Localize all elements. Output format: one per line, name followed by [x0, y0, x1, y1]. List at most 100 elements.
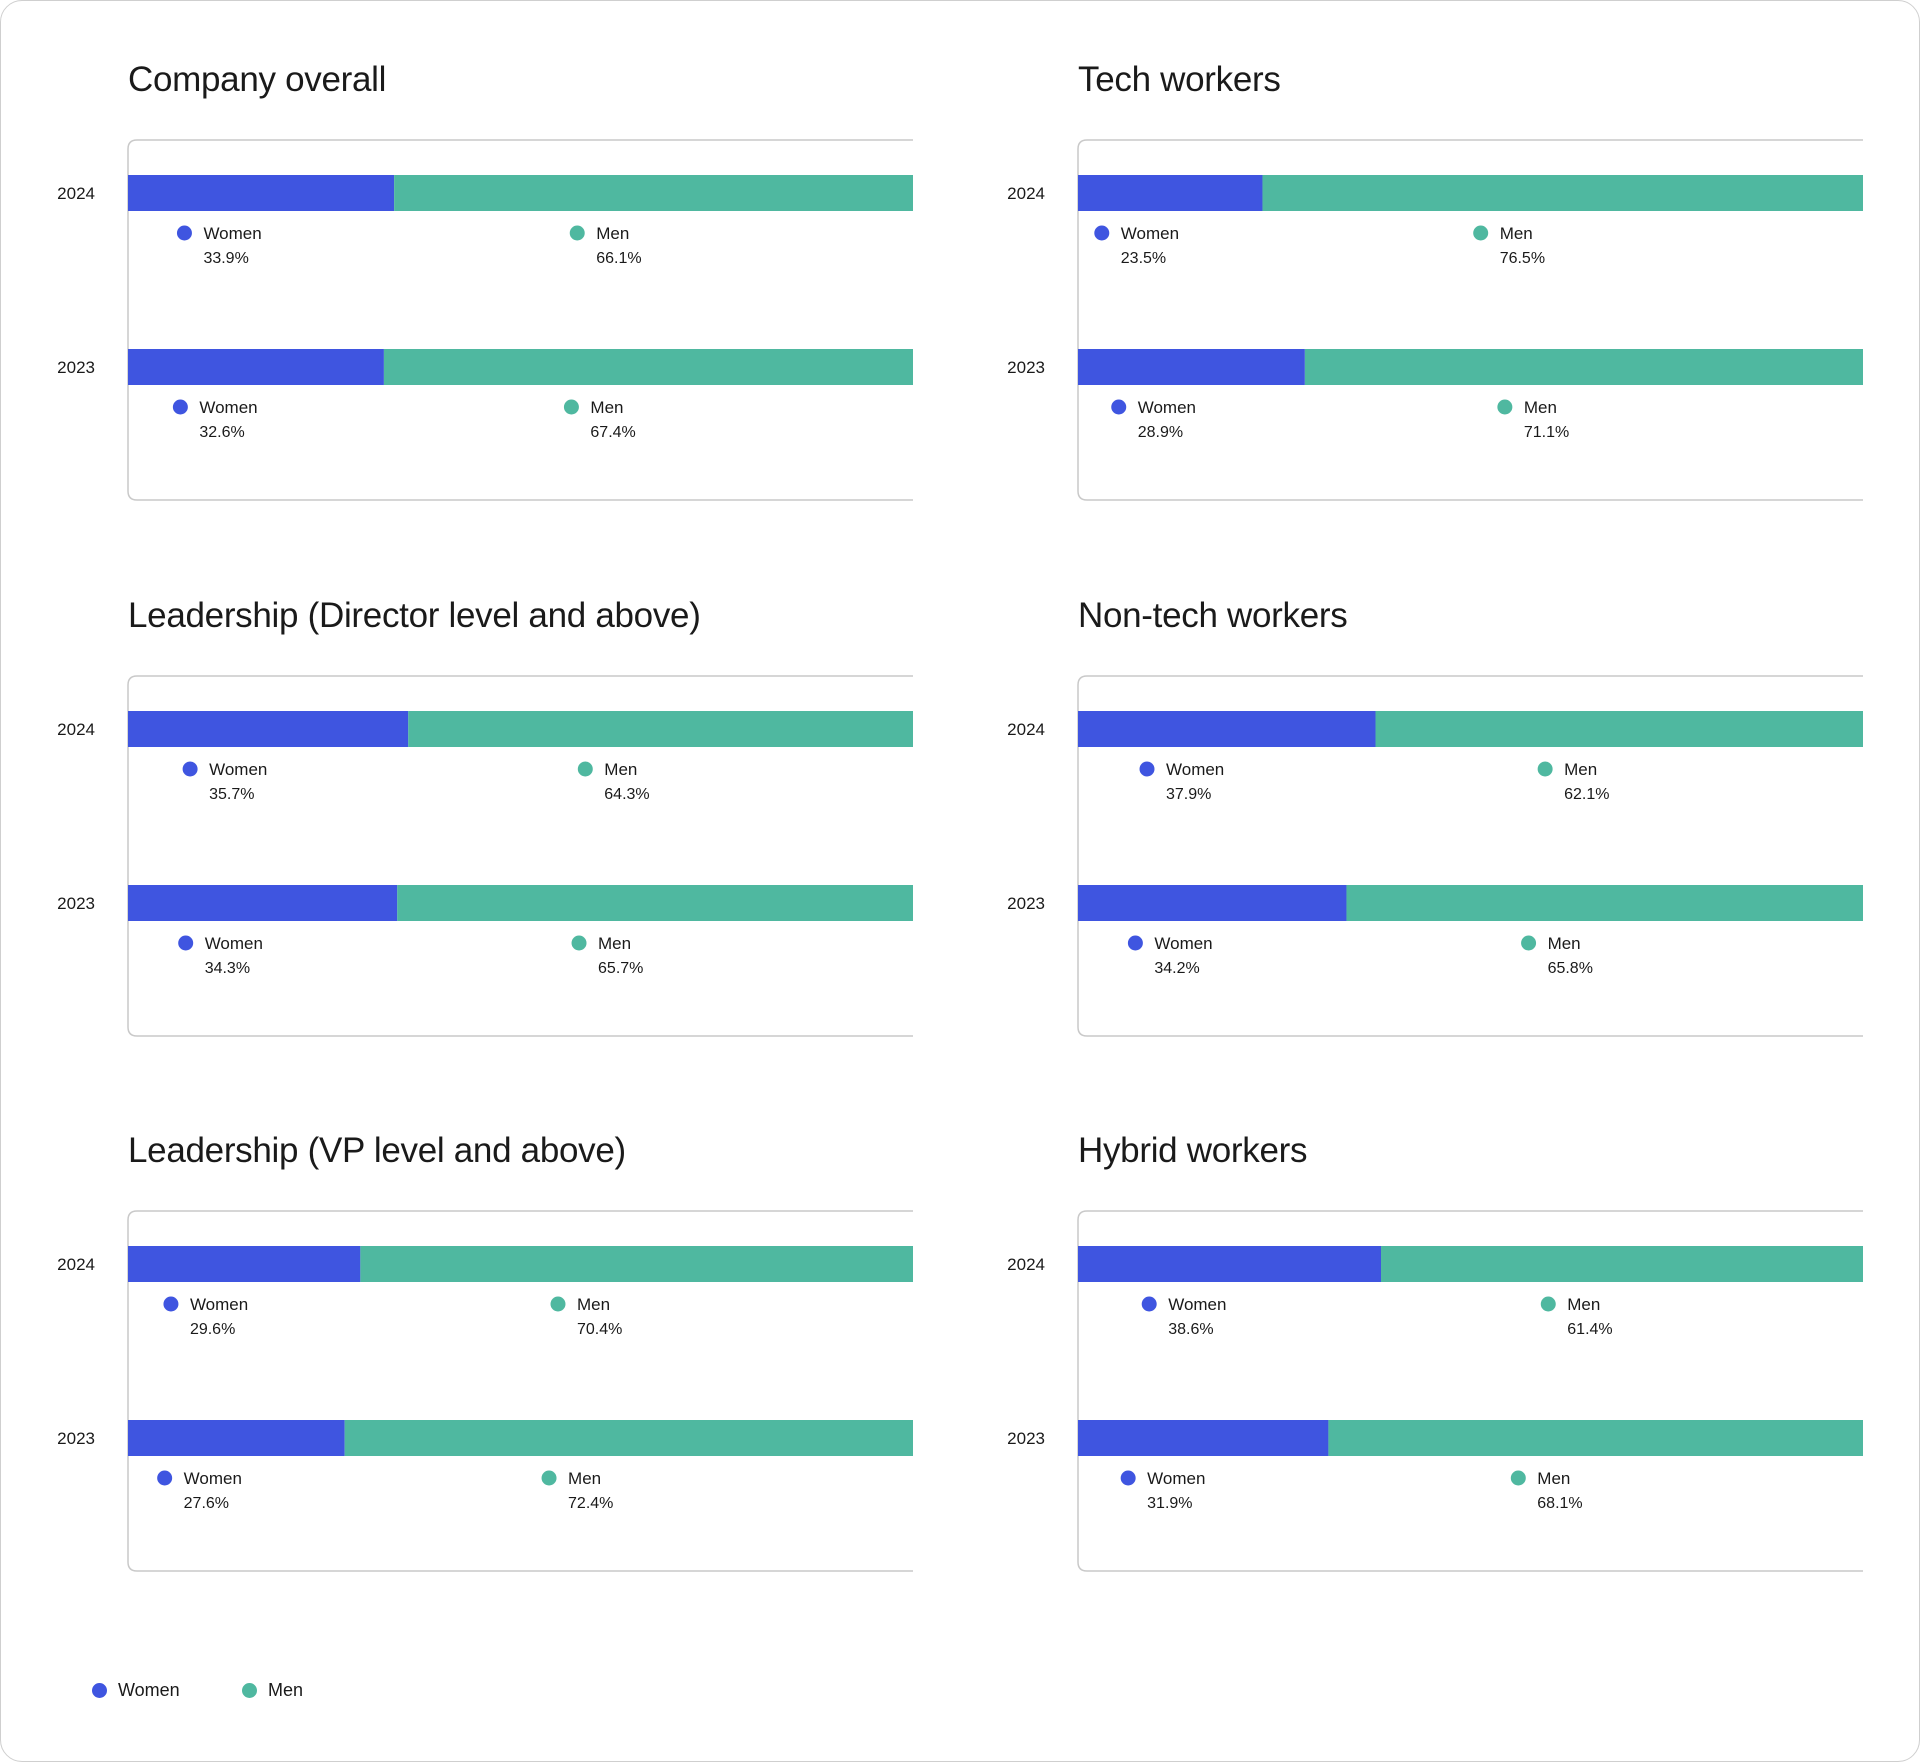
- data-label-series-men: Men: [568, 1469, 601, 1488]
- data-label-dot-men-icon: [550, 1296, 566, 1312]
- bar-men: [1346, 885, 1863, 921]
- category-label: 2023: [1007, 358, 1045, 377]
- chart-svg: 2024 Women 23.5% Men 76.5% 2023 Women 28.9% Men 7…: [1007, 139, 1863, 501]
- data-label-series-men: Men: [1524, 398, 1557, 417]
- chart-title: Non-tech workers: [1078, 596, 1348, 635]
- data-label-dot-men-icon: [1521, 935, 1537, 951]
- data-label-series-men: Men: [604, 760, 637, 779]
- data-label-dot-men-icon: [1540, 1296, 1556, 1312]
- category-label: 2024: [1007, 184, 1045, 203]
- data-label-series-men: Men: [1500, 224, 1533, 243]
- legend-men-dot-icon: [242, 1683, 257, 1698]
- data-label-value-men: 70.4%: [577, 1321, 622, 1338]
- data-label-series-women: Women: [1154, 934, 1212, 953]
- data-label-series-men: Men: [590, 398, 623, 417]
- legend-women-label: Women: [118, 1680, 180, 1700]
- chart-frame: [127, 139, 913, 501]
- chart-title: Tech workers: [1078, 60, 1281, 99]
- data-label-value-women: 32.6%: [199, 424, 244, 441]
- chart-panel: Tech workers 2024 Women 23.5% Men 76.5% 2023 Wo…: [1007, 60, 1920, 530]
- category-label: 2024: [57, 184, 95, 203]
- data-label-series-men: Men: [1537, 1469, 1570, 1488]
- data-label-dot-men-icon: [1473, 225, 1489, 241]
- data-label-dot-women-icon: [176, 225, 192, 241]
- data-label-value-men: 65.7%: [598, 960, 643, 977]
- data-label-value-women: 34.3%: [205, 960, 250, 977]
- data-label-value-women: 34.2%: [1154, 960, 1199, 977]
- data-label-value-men: 71.1%: [1524, 424, 1569, 441]
- data-label-value-women: 38.6%: [1168, 1321, 1213, 1338]
- bar-men: [1375, 711, 1863, 747]
- data-label-value-women: 23.5%: [1121, 250, 1166, 267]
- chart-svg: 2024 Women 29.6% Men 70.4% 2023 Women 27.6% Men 7…: [57, 1210, 913, 1572]
- chart-svg: 2024 Women 38.6% Men 61.4% 2023 Women 31.9% Men 6…: [1007, 1210, 1863, 1572]
- chart-svg: 2024 Women 37.9% Men 62.1% 2023 Women 34.2% Men 6…: [1007, 675, 1863, 1037]
- chart-panel: Company overall 2024 Women 33.9% Men 66.1% 202…: [57, 60, 1028, 530]
- data-label-value-women: 28.9%: [1138, 424, 1183, 441]
- bar-women: [128, 175, 395, 211]
- bar-men: [394, 175, 913, 211]
- bar-men: [1328, 1420, 1863, 1456]
- bar-women: [128, 1420, 345, 1456]
- data-label-value-women: 27.6%: [184, 1495, 229, 1512]
- bar-men: [1381, 1246, 1863, 1282]
- bar-men: [397, 885, 913, 921]
- data-label-dot-men-icon: [571, 935, 587, 951]
- data-label-series-women: Women: [1121, 224, 1179, 243]
- data-label-dot-women-icon: [178, 935, 194, 951]
- chart-frame: [1077, 139, 1863, 501]
- data-label-series-women: Women: [209, 760, 267, 779]
- category-label: 2024: [57, 1255, 95, 1274]
- bar-women: [1078, 885, 1347, 921]
- bar-women: [1078, 1246, 1382, 1282]
- chart-panel: Leadership (VP level and above) 2024 Women…: [57, 1131, 1028, 1601]
- chart-frame: [1077, 1210, 1863, 1572]
- data-label-dot-women-icon: [1120, 1470, 1136, 1486]
- data-label-dot-women-icon: [1111, 399, 1127, 415]
- legend-men-label: Men: [268, 1680, 304, 1700]
- chart-frame: [127, 1210, 913, 1572]
- data-label-series-men: Men: [596, 224, 629, 243]
- category-label: 2023: [57, 358, 95, 377]
- data-label-series-men: Men: [577, 1295, 610, 1314]
- data-label-series-women: Women: [1168, 1295, 1226, 1314]
- data-label-value-men: 72.4%: [568, 1495, 613, 1512]
- chart-panel: Leadership (Director level and above) 202…: [57, 596, 1028, 1066]
- bar-men: [1304, 349, 1863, 385]
- data-label-value-men: 64.3%: [604, 786, 649, 803]
- data-label-dot-men-icon: [1510, 1470, 1526, 1486]
- data-label-value-men: 62.1%: [1564, 786, 1609, 803]
- data-label-dot-women-icon: [1094, 225, 1110, 241]
- data-label-dot-women-icon: [1127, 935, 1143, 951]
- bar-men: [1262, 175, 1863, 211]
- data-label-dot-men-icon: [577, 761, 593, 777]
- data-label-series-men: Men: [1548, 934, 1581, 953]
- data-label-dot-women-icon: [163, 1296, 179, 1312]
- bar-women: [128, 349, 384, 385]
- bar-women: [1078, 175, 1263, 211]
- data-label-series-men: Men: [1564, 760, 1597, 779]
- data-label-series-women: Women: [205, 934, 263, 953]
- data-label-dot-men-icon: [541, 1470, 557, 1486]
- data-label-value-men: 65.8%: [1548, 960, 1593, 977]
- category-label: 2024: [57, 720, 95, 739]
- data-label-dot-women-icon: [1141, 1296, 1157, 1312]
- data-label-series-men: Men: [598, 934, 631, 953]
- data-label-value-men: 61.4%: [1567, 1321, 1612, 1338]
- data-label-dot-men-icon: [569, 225, 585, 241]
- chart-title: Hybrid workers: [1078, 1131, 1308, 1170]
- data-label-series-women: Women: [203, 224, 261, 243]
- chart-svg: 2024 Women 33.9% Men 66.1% 2023 Women 32.6% Men 6…: [57, 139, 913, 501]
- data-label-dot-men-icon: [1537, 761, 1553, 777]
- bar-women: [1078, 1420, 1329, 1456]
- category-label: 2023: [57, 894, 95, 913]
- data-label-value-men: 76.5%: [1500, 250, 1545, 267]
- bar-men: [408, 711, 913, 747]
- data-label-dot-women-icon: [172, 399, 188, 415]
- data-label-series-men: Men: [1567, 1295, 1600, 1314]
- category-label: 2024: [1007, 1255, 1045, 1274]
- legend-item-men: Men: [242, 1680, 303, 1701]
- legend-item-women: Women: [92, 1680, 180, 1701]
